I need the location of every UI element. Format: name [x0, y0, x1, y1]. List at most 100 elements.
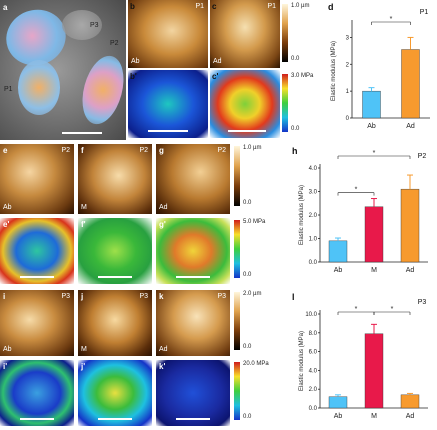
bar-ad	[400, 394, 420, 409]
chart-title: P2	[418, 153, 427, 160]
tag-f-corner: P2	[139, 147, 148, 154]
tag-e: Ab	[3, 204, 12, 211]
panel-label-b: b	[130, 2, 135, 11]
height-map-k: k P3 Ad	[156, 290, 230, 356]
x-tick-label: Ad	[406, 123, 415, 130]
height-map-i: i P3 Ab	[0, 290, 74, 356]
y-tick-label: 2.0	[309, 387, 318, 393]
panel-label-k2: k'	[159, 362, 166, 371]
x-tick-label: Ab	[334, 413, 343, 420]
modulus-map-e2: e'	[0, 218, 74, 284]
x-tick-label: M	[371, 267, 377, 274]
tag-i-corner: P3	[61, 293, 70, 300]
panel-label-i: i	[3, 292, 6, 301]
colorbar-modulus-2	[234, 220, 240, 278]
y-axis-label: Elastic modulus (MPa)	[299, 185, 305, 245]
tag-p1: P1	[4, 86, 13, 93]
tag-j: M	[81, 346, 87, 353]
panel-label-c: c	[212, 2, 217, 11]
tag-g: Ad	[159, 204, 168, 211]
height-map-j: j P3 M	[78, 290, 152, 356]
y-tick-label: 6.0	[309, 350, 318, 356]
tag-i: Ab	[3, 346, 12, 353]
significance-star: *	[373, 150, 376, 157]
panel-label-h: h	[292, 146, 298, 156]
tag-f: M	[81, 204, 87, 211]
height-map-g: g P2 Ad	[156, 144, 230, 214]
panel-label-e: e	[3, 146, 8, 155]
y-tick-label: 3	[346, 35, 350, 41]
sem-image-a: a P1 P2 P3	[0, 0, 126, 140]
panel-label-g2: g'	[159, 220, 166, 229]
tag-c-corner: P1	[267, 3, 276, 10]
scale-bar	[98, 418, 132, 420]
bar-ab	[328, 396, 348, 409]
x-tick-label: M	[371, 413, 377, 420]
height-map-e: e P2 Ab	[0, 144, 74, 214]
tag-g-corner: P2	[217, 147, 226, 154]
y-tick-label: 2	[346, 62, 350, 68]
modulus-map-i2: i'	[0, 360, 74, 426]
x-tick-label: Ad	[406, 413, 415, 420]
significance-star: *	[355, 187, 358, 194]
y-tick-label: 8.0	[309, 331, 318, 337]
panel-label-d: d	[328, 2, 334, 12]
y-tick-label: 10.0	[305, 312, 317, 318]
bar-chart-l: l P3 0.0 2.0 4.0 6.0 8.0 10.0 Elastic modulus (M…	[292, 292, 428, 420]
panel-label-j2: j'	[81, 362, 86, 371]
tag-p2: P2	[110, 40, 119, 47]
modulus-map-c2: c'	[210, 70, 280, 138]
colorbar-modulus-3-min: 0.0	[243, 414, 252, 420]
panel-label-i2: i'	[3, 362, 8, 371]
chart-title: P1	[420, 9, 429, 16]
scale-bar	[20, 418, 54, 420]
colorbar-height-1	[282, 4, 288, 62]
colorbar-modulus-1	[282, 74, 288, 132]
scale-bar	[20, 276, 54, 278]
colorbar-height-3	[234, 292, 240, 350]
colorbar-modulus-3	[234, 362, 240, 420]
bar-m	[364, 206, 384, 263]
panel-label-k: k	[159, 292, 164, 301]
modulus-map-g2: g'	[156, 218, 230, 284]
panel-label-f: f	[81, 146, 84, 155]
colorbar-height-2-max: 1.0 µm	[243, 145, 262, 151]
y-tick-label: 4.0	[309, 166, 318, 172]
bar-ab	[328, 240, 348, 263]
colorbar-modulus-1-min: 0.0	[291, 126, 300, 132]
colorbar-height-3-min: 0.0	[243, 344, 252, 350]
y-tick-label: 2.0	[309, 213, 318, 219]
panel-label-f2: f'	[81, 220, 86, 229]
y-tick-label: 0.0	[309, 260, 318, 266]
x-tick-label: Ab	[367, 123, 376, 130]
tag-j-corner: P3	[139, 293, 148, 300]
scale-bar	[98, 276, 132, 278]
y-tick-label: 3.0	[309, 190, 318, 196]
colorbar-height-2	[234, 146, 240, 206]
scale-bar	[62, 132, 102, 134]
scale-bar	[228, 130, 266, 132]
tag-b-corner: P1	[195, 3, 204, 10]
tag-k: Ad	[159, 346, 168, 353]
bar-m	[364, 333, 384, 409]
bar-ab	[362, 90, 381, 119]
y-tick-label: 4.0	[309, 368, 318, 374]
bar-chart-h: h P2 0.0 1.0 2.0 3.0 4.0 Elastic modulus (MPa) A…	[292, 146, 428, 274]
scale-bar	[148, 130, 188, 132]
height-map-f: f P2 M	[78, 144, 152, 214]
significance-star: *	[355, 306, 358, 313]
colorbar-height-2-min: 0.0	[243, 200, 252, 206]
x-tick-label: Ad	[406, 267, 415, 274]
significance-star: *	[391, 306, 394, 313]
colorbar-modulus-2-max: 5.0 MPa	[243, 219, 266, 225]
y-tick-label: 1	[346, 89, 350, 95]
panel-label-b2: b'	[130, 72, 137, 81]
panel-label-j: j	[81, 292, 84, 301]
scale-bar	[176, 276, 210, 278]
tag-k-corner: P3	[217, 293, 226, 300]
x-tick-label: Ab	[334, 267, 343, 274]
colorbar-modulus-2-min: 0.0	[243, 272, 252, 278]
y-tick-label: 0	[346, 116, 350, 122]
significance-star: *	[390, 16, 393, 23]
bar-ad	[400, 188, 420, 263]
